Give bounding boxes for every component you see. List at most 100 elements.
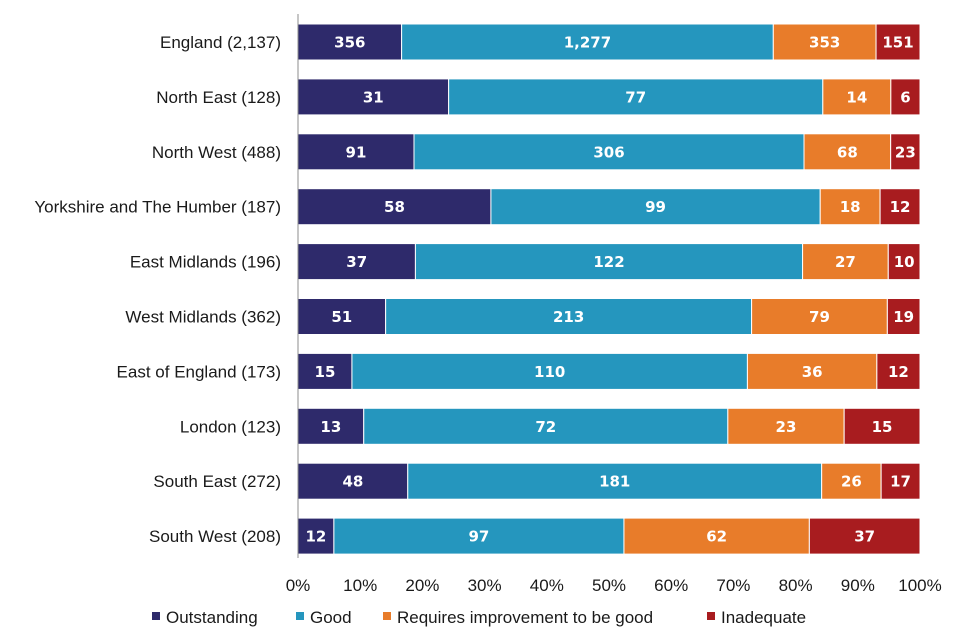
data-label: 13 xyxy=(320,418,341,436)
bar-segment-outstanding xyxy=(297,517,335,555)
bar-segment-good xyxy=(414,243,804,281)
data-label: 91 xyxy=(346,143,367,161)
legend: Outstanding Good Requires improvement to b… xyxy=(152,608,806,627)
data-label: 14 xyxy=(846,88,867,106)
bar-segment-inadequate xyxy=(887,243,921,281)
bar-segment-outstanding xyxy=(297,352,353,390)
data-label: 23 xyxy=(776,418,797,436)
bar-segment-requires-improvement-to-be-good xyxy=(802,243,889,281)
data-label: 48 xyxy=(342,473,363,491)
bar-segment-outstanding xyxy=(297,188,492,226)
category-label: England (2,137) xyxy=(160,33,281,52)
data-label: 23 xyxy=(895,143,916,161)
x-tick-label: 90% xyxy=(841,576,875,595)
x-tick-label: 50% xyxy=(592,576,626,595)
x-tick-label: 30% xyxy=(468,576,502,595)
data-label: 99 xyxy=(645,198,666,216)
x-tick-label: 40% xyxy=(530,576,564,595)
bar-segment-outstanding xyxy=(297,78,450,116)
bar-segment-requires-improvement-to-be-good xyxy=(821,462,882,500)
bar-segment-outstanding xyxy=(297,23,403,61)
data-label: 12 xyxy=(890,198,911,216)
bar-segment-requires-improvement-to-be-good xyxy=(822,78,892,116)
data-label: 97 xyxy=(468,528,489,546)
data-label: 31 xyxy=(363,88,384,106)
bar-segment-good xyxy=(401,23,774,61)
data-label: 37 xyxy=(346,253,367,271)
data-label: 6 xyxy=(900,88,910,106)
bar-segment-requires-improvement-to-be-good xyxy=(751,298,888,335)
data-label: 353 xyxy=(809,34,840,52)
bar-segment-good xyxy=(413,133,805,171)
legend-label: Inadequate xyxy=(721,608,806,627)
legend-swatch xyxy=(383,612,391,620)
data-label: 27 xyxy=(835,253,856,271)
data-label: 19 xyxy=(893,308,914,326)
legend-label: Outstanding xyxy=(166,608,258,627)
bar-segment-inadequate xyxy=(843,407,921,445)
category-label: East Midlands (196) xyxy=(130,253,281,272)
category-label: North East (128) xyxy=(156,88,281,107)
bar-segment-good xyxy=(490,188,821,226)
x-tick-label: 70% xyxy=(716,576,750,595)
data-label: 18 xyxy=(840,198,861,216)
data-label: 72 xyxy=(535,418,556,436)
category-label: London (123) xyxy=(180,417,281,436)
legend-label: Good xyxy=(310,608,352,627)
x-tick-label: 80% xyxy=(779,576,813,595)
data-label: 356 xyxy=(334,34,365,52)
data-label: 306 xyxy=(593,143,624,161)
bar-segment-inadequate xyxy=(890,133,921,171)
data-label: 10 xyxy=(894,253,915,271)
bar-segment-good xyxy=(333,517,625,555)
data-label: 1,277 xyxy=(564,34,611,52)
data-label: 181 xyxy=(599,473,630,491)
x-axis-tick-labels: 0% 10% 20% 30% 40% 50% 60% 70% 80% 90% 100% xyxy=(286,576,942,595)
data-label: 17 xyxy=(890,473,911,491)
data-label: 51 xyxy=(331,308,352,326)
x-tick-label: 20% xyxy=(405,576,439,595)
category-label: East of England (173) xyxy=(117,362,281,381)
x-tick-label: 10% xyxy=(343,576,377,595)
category-labels: England (2,137) North East (128) North Wes… xyxy=(34,33,281,546)
data-label: 58 xyxy=(384,198,405,216)
bar-segment-inadequate xyxy=(879,188,921,226)
bar-segment-good xyxy=(385,298,753,335)
bar-segment-good xyxy=(448,78,824,116)
bar-segment-outstanding xyxy=(297,407,365,445)
data-label: 15 xyxy=(315,363,336,381)
legend-swatch xyxy=(152,612,160,620)
bar-segment-requires-improvement-to-be-good xyxy=(772,23,877,61)
bar-segment-inadequate xyxy=(808,517,921,555)
bar-segment-inadequate xyxy=(875,23,921,61)
data-label: 37 xyxy=(854,528,875,546)
data-label: 79 xyxy=(809,308,830,326)
bar-segment-requires-improvement-to-be-good xyxy=(727,407,845,445)
category-label: West Midlands (362) xyxy=(125,308,281,327)
bar-segment-requires-improvement-to-be-good xyxy=(623,517,810,555)
data-label: 26 xyxy=(841,473,862,491)
legend-swatch xyxy=(707,612,715,620)
data-label: 15 xyxy=(872,418,893,436)
bar-segment-outstanding xyxy=(297,298,387,335)
bar-segment-inadequate xyxy=(876,352,921,390)
x-tick-label: 0% xyxy=(286,576,311,595)
category-label: Yorkshire and The Humber (187) xyxy=(34,198,281,217)
data-label: 68 xyxy=(837,143,858,161)
category-label: South East (272) xyxy=(153,472,281,491)
data-label: 36 xyxy=(802,363,823,381)
data-label: 213 xyxy=(553,308,584,326)
bar-segment-good xyxy=(407,462,823,500)
legend-swatch xyxy=(296,612,304,620)
data-label: 12 xyxy=(888,363,909,381)
x-tick-label: 100% xyxy=(898,576,941,595)
data-label: 110 xyxy=(534,363,565,381)
data-label: 77 xyxy=(625,88,646,106)
category-label: South West (208) xyxy=(149,527,281,546)
data-label: 122 xyxy=(593,253,624,271)
bar-segment-inadequate xyxy=(880,462,921,500)
data-label: 62 xyxy=(706,528,727,546)
data-label: 151 xyxy=(882,34,913,52)
